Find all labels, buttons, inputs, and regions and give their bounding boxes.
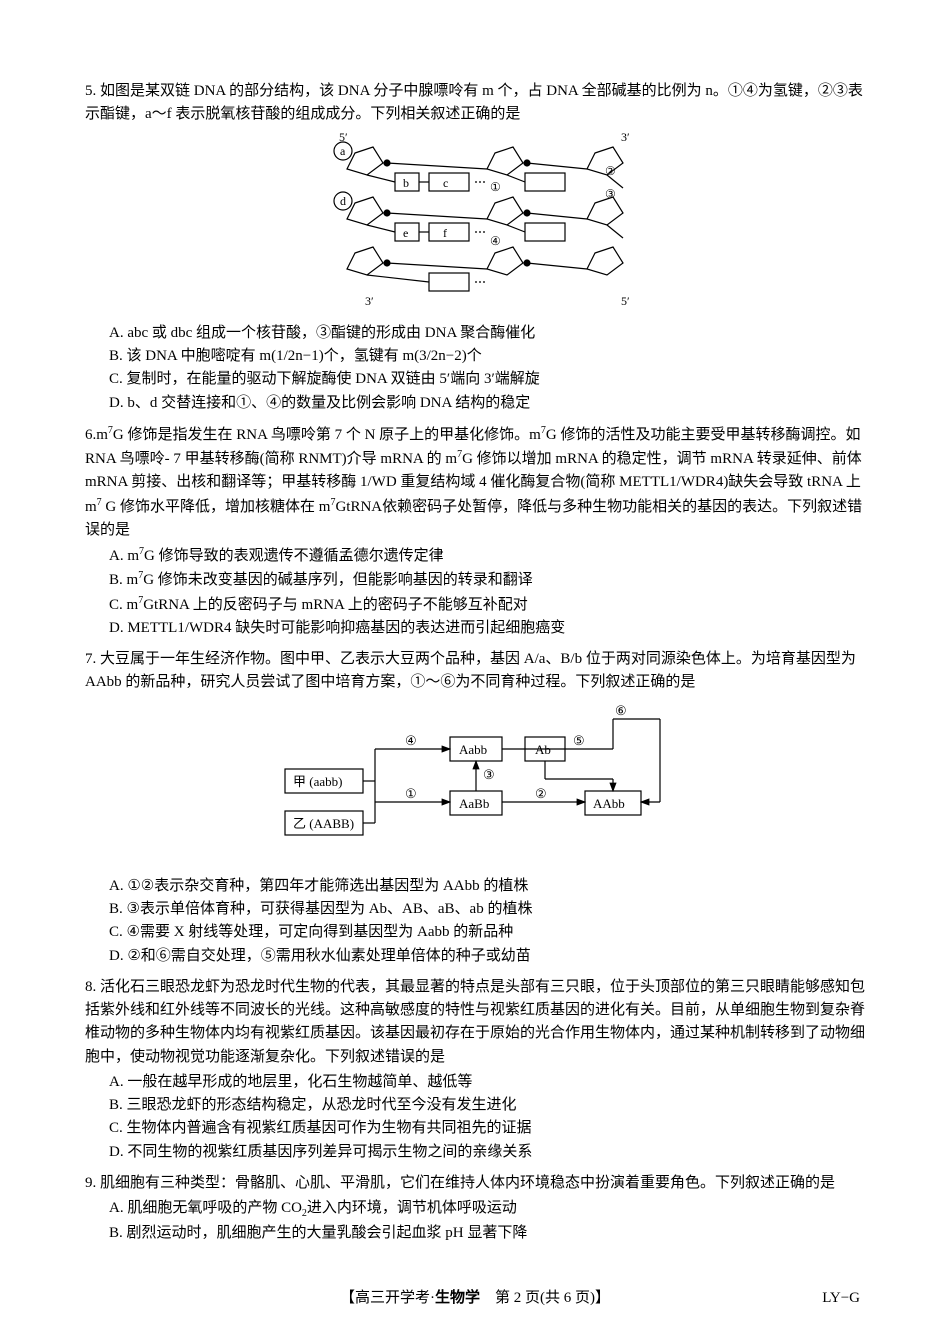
footer-code: LY−G: [822, 1287, 860, 1310]
q6-optC: C. m7GtRNA 上的反密码子与 mRNA 上的密码子不能够互补配对: [109, 593, 865, 617]
q7-number: 7.: [85, 651, 96, 667]
label-5prime-br: 5′: [621, 294, 630, 308]
q7-stem: 7. 大豆属于一年生经济作物。图中甲、乙表示大豆两个品种，基因 A/a、B/b …: [85, 648, 865, 695]
q9-optA: A. 肌细胞无氧呼吸的产物 CO2进入内环境，调节机体呼吸运动: [109, 1197, 865, 1222]
q6-stem: 6.m7G 修饰是指发生在 RNA 鸟嘌呤第 7 个 N 原子上的甲基化修饰。m…: [85, 423, 865, 542]
label-circle1: ①: [490, 180, 501, 194]
q6a2: G 修饰导致的表观遗传不遵循孟德尔遗传定律: [144, 548, 444, 564]
q6c2: GtRNA 上的反密码子与 mRNA 上的密码子不能够互补配对: [143, 597, 528, 613]
q8-number: 8.: [85, 979, 96, 995]
q7-optD: D. ②和⑥需自交处理，⑤需用秋水仙素处理单倍体的种子或幼苗: [109, 945, 865, 968]
q6-s1: m: [96, 427, 108, 443]
q9a2: 进入内环境，调节机体呼吸运动: [307, 1200, 517, 1216]
q6-optA: A. m7G 修饰导致的表观遗传不遵循孟德尔遗传定律: [109, 544, 865, 568]
q8-optC: C. 生物体内普遍含有视紫红质基因可作为生物有共同祖先的证据: [109, 1117, 865, 1140]
label-a: a: [340, 144, 346, 158]
box-jia: 甲 (aabb): [293, 774, 342, 789]
label-f: f: [443, 226, 447, 240]
q5-stem-text: 如图是某双链 DNA 的部分结构，该 DNA 分子中腺嘌呤有 m 个，占 DNA…: [85, 83, 863, 122]
label-3prime-tr: 3′: [621, 133, 630, 144]
q6b1: B. m: [109, 572, 138, 588]
q5-options: A. abc 或 dbc 组成一个核苷酸，③酯键的形成由 DNA 聚合酶催化 B…: [85, 322, 865, 415]
q5-stem: 5. 如图是某双链 DNA 的部分结构，该 DNA 分子中腺嘌呤有 m 个，占 …: [85, 80, 865, 127]
q5-optD: D. b、d 交替连接和①、④的数量及比例会影响 DNA 结构的稳定: [109, 392, 865, 415]
q9-options: A. 肌细胞无氧呼吸的产物 CO2进入内环境，调节机体呼吸运动 B. 剧烈运动时…: [85, 1197, 865, 1245]
q8-optB: B. 三眼恐龙虾的形态结构稳定，从恐龙时代至今没有发生进化: [109, 1094, 865, 1117]
q7-optA: A. ①②表示杂交育种，第四年才能筛选出基因型为 AAbb 的植株: [109, 875, 865, 898]
num6: ⑥: [615, 703, 627, 718]
q6-optB: B. m7G 修饰未改变基因的碱基序列，但能影响基因的转录和翻译: [109, 568, 865, 592]
label-circle4: ④: [490, 234, 501, 248]
q8-optD: D. 不同生物的视紫红质基因序列差异可揭示生物之间的亲缘关系: [109, 1141, 865, 1164]
num5: ⑤: [573, 733, 585, 748]
q7-options: A. ①②表示杂交育种，第四年才能筛选出基因型为 AAbb 的植株 B. ③表示…: [85, 875, 865, 968]
q9-stem: 9. 肌细胞有三种类型：骨骼肌、心肌、平滑肌，它们在维持人体内环境稳态中扮演着重…: [85, 1172, 865, 1195]
q9-number: 9.: [85, 1175, 96, 1191]
q5-optA: A. abc 或 dbc 组成一个核苷酸，③酯键的形成由 DNA 聚合酶催化: [109, 322, 865, 345]
num4: ④: [405, 733, 417, 748]
box-Aabb: Aabb: [459, 742, 487, 757]
q7-diagram: 甲 (aabb) 乙 (AABB) Aabb Ab AaBb AAbb ① ② …: [85, 701, 865, 869]
q8-optA: A. 一般在越早形成的地层里，化石生物越简单、越低等: [109, 1071, 865, 1094]
q5-optB: B. 该 DNA 中胞嘧啶有 m(1/2n−1)个，氢键有 m(3/2n−2)个: [109, 345, 865, 368]
q7-optC: C. ④需要 X 射线等处理，可定向得到基因型为 Aabb 的新品种: [109, 921, 865, 944]
q8-options: A. 一般在越早形成的地层里，化石生物越简单、越低等 B. 三眼恐龙虾的形态结构…: [85, 1071, 865, 1164]
num1: ①: [405, 786, 417, 801]
question-6: 6.m7G 修饰是指发生在 RNA 鸟嘌呤第 7 个 N 原子上的甲基化修饰。m…: [85, 423, 865, 640]
q5-number: 5.: [85, 83, 96, 99]
q6b2: G 修饰未改变基因的碱基序列，但能影响基因的转录和翻译: [143, 572, 533, 588]
q5-diagram: 5′ 3′ 3′ 5′ a b c d e f ① ② ③ ④: [85, 133, 865, 316]
label-3prime-bl: 3′: [365, 294, 374, 308]
question-9: 9. 肌细胞有三种类型：骨骼肌、心肌、平滑肌，它们在维持人体内环境稳态中扮演着重…: [85, 1172, 865, 1245]
q6a1: A. m: [109, 548, 139, 564]
q7-optB: B. ③表示单倍体育种，可获得基因型为 Ab、AB、aB、ab 的植株: [109, 898, 865, 921]
q6-number: 6.: [85, 427, 96, 443]
label-circle2: ②: [605, 164, 616, 178]
box-yi: 乙 (AABB): [293, 816, 354, 831]
label-b: b: [403, 176, 409, 190]
q6-s2: G 修饰是指发生在 RNA 鸟嘌呤第 7 个 N 原子上的甲基化修饰。m: [113, 427, 541, 443]
label-circle3: ③: [605, 187, 616, 201]
label-c: c: [443, 176, 448, 190]
question-8: 8. 活化石三眼恐龙虾为恐龙时代生物的代表，其最显著的特点是头部有三只眼，位于头…: [85, 976, 865, 1164]
footer-text1: 【高三开学考·: [340, 1290, 435, 1306]
box-AaBb: AaBb: [459, 796, 489, 811]
q7-stem-text: 大豆属于一年生经济作物。图中甲、乙表示大豆两个品种，基因 A/a、B/b 位于两…: [85, 651, 856, 690]
q6-optD: D. METTL1/WDR4 缺失时可能影响抑癌基因的表达进而引起细胞癌变: [109, 617, 865, 640]
num3: ③: [483, 767, 495, 782]
label-e: e: [403, 226, 408, 240]
q6-s5: G 修饰水平降低，增加核糖体在 m: [102, 499, 331, 515]
footer-bold: 生物学: [435, 1290, 480, 1306]
q9-stem-text: 肌细胞有三种类型：骨骼肌、心肌、平滑肌，它们在维持人体内环境稳态中扮演着重要角色…: [100, 1175, 835, 1191]
q5-optC: C. 复制时，在能量的驱动下解旋酶使 DNA 双链由 5′端向 3′端解旋: [109, 368, 865, 391]
label-d: d: [340, 194, 346, 208]
q6c1: C. m: [109, 597, 138, 613]
q8-stem-text: 活化石三眼恐龙虾为恐龙时代生物的代表，其最显著的特点是头部有三只眼，位于头顶部位…: [85, 979, 865, 1065]
box-AAbb: AAbb: [593, 796, 625, 811]
q6-options: A. m7G 修饰导致的表观遗传不遵循孟德尔遗传定律 B. m7G 修饰未改变基…: [85, 544, 865, 640]
q9a1: A. 肌细胞无氧呼吸的产物 CO: [109, 1200, 302, 1216]
box-Ab: Ab: [535, 742, 551, 757]
question-7: 7. 大豆属于一年生经济作物。图中甲、乙表示大豆两个品种，基因 A/a、B/b …: [85, 648, 865, 968]
page-footer: 【高三开学考·生物学 第 2 页(共 6 页)】: [0, 1287, 950, 1310]
q8-stem: 8. 活化石三眼恐龙虾为恐龙时代生物的代表，其最显著的特点是头部有三只眼，位于头…: [85, 976, 865, 1069]
label-5prime-tl: 5′: [339, 133, 348, 144]
dna-structure-svg: 5′ 3′ 3′ 5′ a b c d e f ① ② ③ ④: [295, 133, 655, 308]
q9-optB: B. 剧烈运动时，肌细胞产生的大量乳酸会引起血浆 pH 显著下降: [109, 1222, 865, 1245]
breeding-scheme-svg: 甲 (aabb) 乙 (AABB) Aabb Ab AaBb AAbb ① ② …: [265, 701, 685, 861]
footer-text2: 第 2 页(共 6 页)】: [480, 1290, 610, 1306]
num2: ②: [535, 786, 547, 801]
question-5: 5. 如图是某双链 DNA 的部分结构，该 DNA 分子中腺嘌呤有 m 个，占 …: [85, 80, 865, 415]
